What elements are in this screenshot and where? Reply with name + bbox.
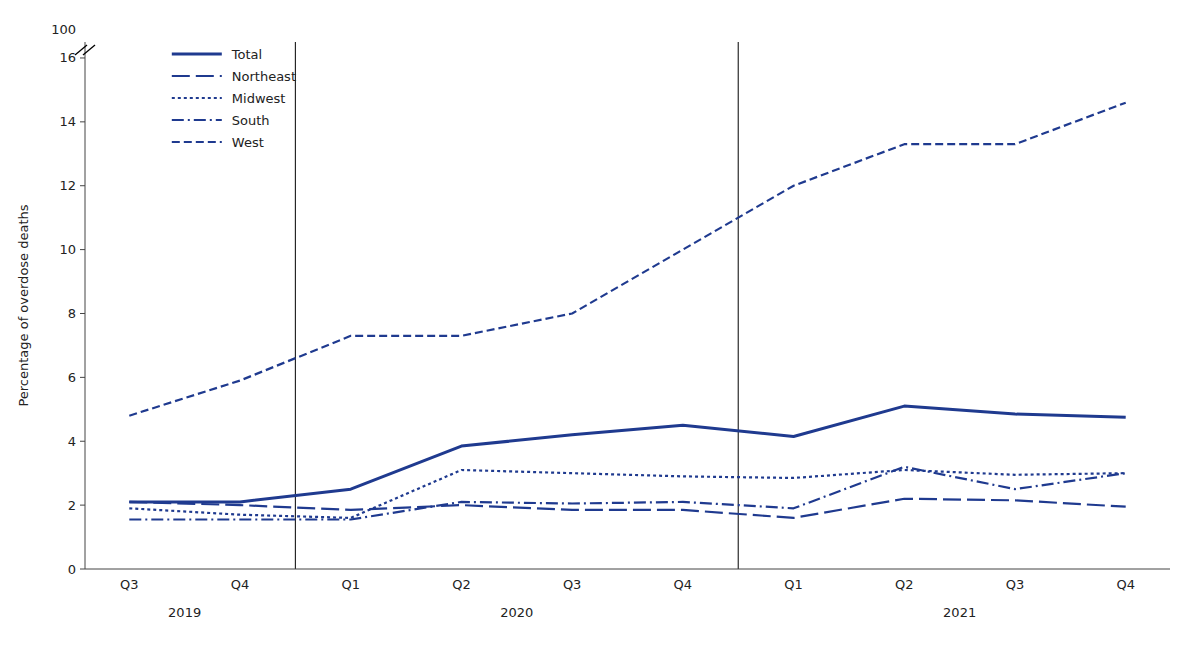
x-axis-line: [85, 569, 1170, 570]
legend-label: South: [232, 113, 270, 128]
x-tick-label: Q3: [1006, 577, 1025, 592]
year-divider: [738, 42, 739, 569]
y-tick-label: 10: [59, 242, 76, 257]
y-tick: [80, 505, 85, 506]
series-line: [129, 499, 1125, 518]
y-tick-label: 4: [68, 434, 76, 449]
legend-swatch: [172, 75, 222, 77]
axis-break: [83, 45, 95, 55]
y-tick: [80, 57, 85, 58]
x-tick-label: Q3: [563, 577, 582, 592]
plot-area: [129, 103, 1125, 520]
legend-label: West: [232, 135, 264, 150]
y-tick: [80, 569, 85, 570]
y-tick: [80, 377, 85, 378]
year-label: 2019: [168, 605, 201, 620]
x-tick-label: Q1: [341, 577, 360, 592]
series-line: [129, 470, 1125, 518]
year-divider: [295, 42, 296, 569]
legend-swatch: [172, 97, 222, 99]
x-tick-label: Q4: [674, 577, 693, 592]
legend-swatch: [172, 53, 222, 56]
x-tick-label: Q4: [1116, 577, 1135, 592]
y-tick-label: 16: [59, 50, 76, 65]
legend-swatch: [172, 119, 222, 121]
series-line: [129, 103, 1125, 416]
x-tick-label: Q2: [452, 577, 471, 592]
legend-label: Northeast: [232, 69, 296, 84]
y-tick-label: 14: [59, 114, 76, 129]
y-tick-label: 8: [68, 306, 76, 321]
y-tick-label: 2: [68, 498, 76, 513]
year-label: 2021: [943, 605, 976, 620]
y-axis-line: [85, 42, 86, 569]
y-tick: [80, 249, 85, 250]
y-tick: [80, 121, 85, 122]
series-line: [129, 467, 1125, 520]
y-tick: [80, 185, 85, 186]
x-tick-label: Q4: [231, 577, 250, 592]
y-tick: [80, 313, 85, 314]
y-tick-label: 6: [68, 370, 76, 385]
y-axis-label: Percentage of overdose deaths: [16, 204, 31, 406]
axis-break-label: 100: [51, 22, 76, 37]
x-tick-label: Q1: [784, 577, 803, 592]
y-tick: [80, 441, 85, 442]
y-tick-label: 12: [59, 178, 76, 193]
legend-label: Total: [231, 47, 262, 62]
chart: 0 2 4 6 8 10 12 14 16 Percentage of overdose deat…: [0, 0, 1200, 651]
x-tick-label: Q2: [895, 577, 914, 592]
year-label: 2020: [500, 605, 533, 620]
y-tick-label: 0: [68, 562, 76, 577]
legend: Total Northeast Midwest South West: [172, 47, 296, 150]
legend-label: Midwest: [232, 91, 286, 106]
series-line: [129, 406, 1125, 502]
legend-swatch: [172, 141, 222, 143]
x-tick-label: Q3: [120, 577, 139, 592]
